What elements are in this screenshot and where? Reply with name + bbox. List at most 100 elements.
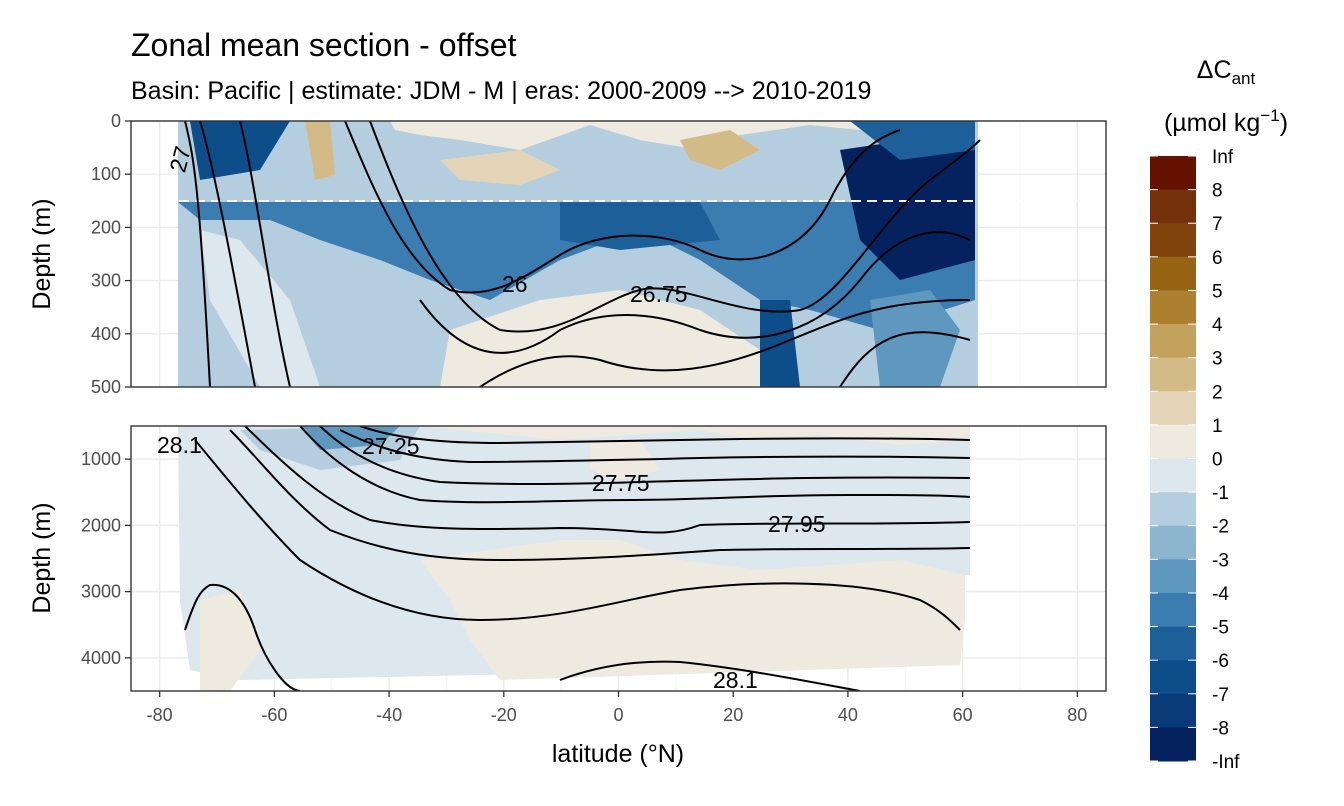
- legend-label: -2: [1212, 517, 1229, 538]
- y-tick-label: 3000: [81, 582, 121, 602]
- field-patch: [420, 426, 970, 445]
- isoline: [299, 426, 971, 504]
- legend-label: -7: [1212, 685, 1229, 706]
- upper-isolines: [184, 121, 981, 387]
- legend-swatch: [1150, 727, 1196, 762]
- legend-label: 8: [1212, 181, 1223, 202]
- legend-label: 5: [1212, 281, 1223, 302]
- legend-label: -1: [1212, 483, 1229, 504]
- legend-swatch: [1150, 391, 1196, 426]
- y-tick-label: 500: [91, 377, 121, 397]
- legend-swatch: [1150, 492, 1196, 527]
- contour-label: 28.1: [713, 667, 758, 693]
- isoline: [369, 121, 981, 333]
- field-patch: [560, 202, 720, 250]
- field-patch: [190, 121, 290, 180]
- isoline: [244, 426, 971, 534]
- legend-swatch: [1150, 223, 1196, 258]
- isoline: [239, 121, 291, 387]
- legend-label: 1: [1212, 416, 1223, 437]
- isoline: [419, 231, 971, 354]
- upper-y-axis: 0 100 200 300 400 500: [91, 111, 131, 397]
- legend-colorbar: [1150, 156, 1196, 762]
- legend-swatch: [1150, 525, 1196, 560]
- legend-labels: Inf 8 7 6 5 4 3 2 1 0 -1 -2 -3 -4 -5 -6 -7 -8 -Inf: [1150, 147, 1240, 773]
- isoline: [359, 426, 971, 445]
- legend-swatch: [1150, 693, 1196, 728]
- legend-title-sub: ant: [1232, 69, 1256, 88]
- y-tick-label: 100: [91, 164, 121, 184]
- legend-swatch: [1150, 256, 1196, 291]
- isoline: [559, 660, 861, 691]
- legend-swatch: [1150, 357, 1196, 392]
- legend-label: 3: [1212, 349, 1223, 370]
- field-positive-deep: [440, 290, 770, 387]
- isoline: [229, 429, 971, 562]
- x-tick-label: 0: [613, 705, 623, 725]
- upper-panel: 26 26.75 27 0 100 200 300 400 500: [91, 111, 1107, 397]
- legend-label: 4: [1212, 315, 1223, 336]
- isoline: [184, 583, 301, 691]
- chart-title: Zonal mean section - offset: [131, 27, 517, 63]
- y-tick-label: 200: [91, 217, 121, 237]
- legend-title-main: ΔC: [1197, 56, 1232, 84]
- upper-panel-border: [130, 120, 1107, 388]
- legend-unit-text: (µmol kg: [1164, 109, 1260, 137]
- x-tick-label: -60: [261, 705, 287, 725]
- contour-label: 26.75: [630, 281, 688, 307]
- legend: ΔCant (µmol kg−1) Inf 8 7 6 5 4 3 2 1 0 -1 -2 -3 -4 -5…: [1150, 56, 1288, 773]
- legend-label: 6: [1212, 248, 1223, 269]
- y-tick-label: 2000: [81, 515, 121, 535]
- legend-swatch: [1150, 592, 1196, 628]
- field-patch: [840, 130, 975, 280]
- contour-label: 27.95: [768, 511, 826, 537]
- legend-swatch: [1150, 156, 1196, 191]
- field-patch: [305, 121, 335, 180]
- isoline: [839, 331, 971, 387]
- y-tick-label: 300: [91, 271, 121, 291]
- legend-label: -4: [1212, 584, 1229, 605]
- isoline: [184, 121, 211, 387]
- legend-label: -Inf: [1212, 752, 1240, 773]
- isoline: [199, 121, 256, 387]
- y-axis-title-upper: Depth (m): [28, 198, 56, 309]
- lower-isolines: [184, 426, 971, 691]
- contour-label: 26: [502, 271, 528, 297]
- legend-label: -3: [1212, 550, 1229, 571]
- isoline: [319, 426, 971, 485]
- legend-unit: (µmol kg−1): [1164, 106, 1288, 137]
- x-axis: -80 -60 -40 -20 0 20 40 60 80: [147, 691, 1087, 725]
- legend-label: -8: [1212, 718, 1229, 739]
- x-tick-label: 20: [723, 705, 743, 725]
- legend-unit-sup: −1: [1260, 106, 1279, 125]
- field-patch: [440, 150, 560, 185]
- y-tick-label: 4000: [81, 648, 121, 668]
- legend-swatch: [1150, 189, 1196, 224]
- legend-label: -5: [1212, 618, 1229, 639]
- x-tick-label: -80: [147, 705, 173, 725]
- y-tick-label: 0: [111, 111, 121, 131]
- legend-unit-close: ): [1280, 109, 1288, 137]
- contour-label: 27.25: [362, 433, 420, 459]
- legend-title: ΔCant: [1197, 56, 1256, 88]
- upper-field: 26 26.75 27: [131, 121, 1106, 387]
- field-patch: [200, 590, 260, 691]
- legend-swatch: [1150, 424, 1196, 459]
- x-tick-label: 60: [953, 705, 973, 725]
- field-patch: [870, 290, 960, 387]
- legend-swatch: [1150, 559, 1196, 594]
- lower-y-axis: 1000 2000 3000 4000: [81, 449, 131, 668]
- y-axis-title-lower: Depth (m): [28, 502, 56, 613]
- field-patch: [850, 121, 975, 160]
- legend-swatch: [1150, 324, 1196, 359]
- isoline: [479, 299, 971, 387]
- lower-field: 28.1 27.25 27.75 27.95 28.1: [157, 426, 971, 693]
- contour-label: 27.75: [592, 470, 650, 496]
- field-patch: [680, 460, 970, 520]
- field-positive-deep: [420, 540, 965, 680]
- legend-swatch: [1150, 626, 1196, 661]
- field-patch: [680, 130, 760, 170]
- legend-swatch: [1150, 290, 1196, 325]
- isoline: [344, 121, 901, 294]
